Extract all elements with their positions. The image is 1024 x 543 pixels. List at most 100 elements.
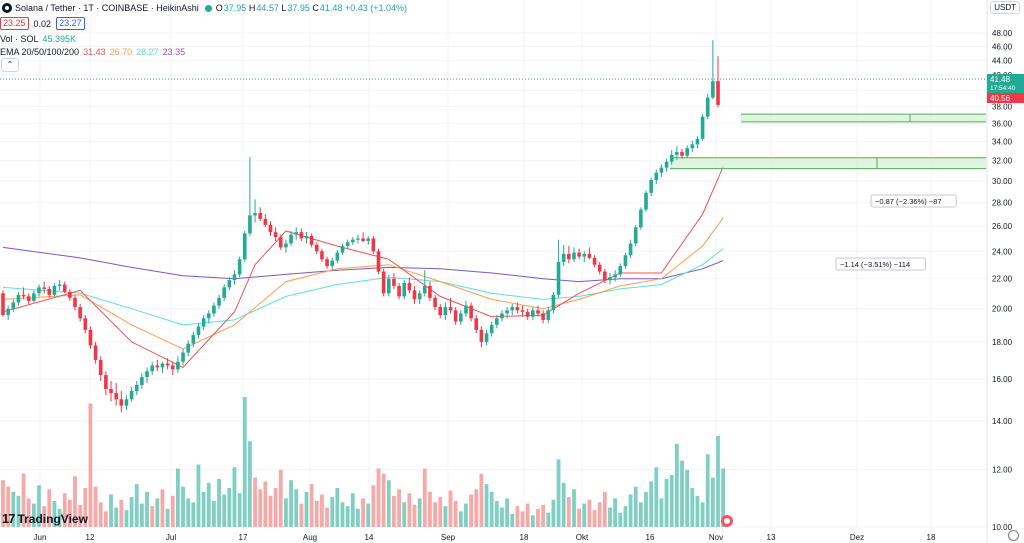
candle-body xyxy=(469,305,473,319)
candle-body xyxy=(11,302,16,309)
candle-body xyxy=(186,343,190,353)
volume-bar xyxy=(62,493,67,527)
volume-bar xyxy=(237,493,242,527)
candle-body xyxy=(669,154,674,162)
collapse-legend-button[interactable]: ⌃ xyxy=(1,58,19,72)
candle xyxy=(680,149,684,159)
settings-gear-icon[interactable] xyxy=(1008,530,1019,541)
candle-body xyxy=(489,324,494,334)
volume-bar xyxy=(361,498,365,527)
volume-bar xyxy=(520,511,525,527)
candle xyxy=(356,234,360,244)
candle xyxy=(68,288,72,301)
ema200-line xyxy=(2,246,724,283)
candle-body xyxy=(680,151,684,156)
candle-body xyxy=(26,296,31,301)
candle xyxy=(11,299,16,312)
volume-bar xyxy=(494,501,499,527)
candle xyxy=(459,310,463,325)
volume-bar xyxy=(376,468,381,527)
candle xyxy=(109,380,113,402)
y-tick-label: 12.00 xyxy=(992,466,1013,475)
volume-bar xyxy=(145,491,149,527)
candle xyxy=(659,164,664,177)
volume-bar xyxy=(16,495,21,527)
candle xyxy=(510,304,515,316)
candle-body xyxy=(525,311,530,317)
candle xyxy=(644,190,648,212)
volume-legend[interactable]: Vol · SOL 45.395K xyxy=(0,33,76,45)
candle xyxy=(289,230,293,247)
earnings-event-icon[interactable] xyxy=(721,515,733,527)
prev-price-text: 40.56 xyxy=(990,94,1011,103)
candle-body xyxy=(633,227,638,244)
candle xyxy=(294,227,299,240)
volume-bar xyxy=(1,480,5,527)
volume-bar xyxy=(330,497,335,527)
candle-body xyxy=(119,399,124,406)
candle-body xyxy=(479,329,484,342)
candle xyxy=(520,305,525,317)
volume-bar xyxy=(181,486,185,527)
currency-selector[interactable]: USDT xyxy=(990,1,1020,14)
candle xyxy=(227,277,232,291)
ema-legend[interactable]: EMA 20/50/100/200 31.43 26.70 28.27 23.3… xyxy=(0,46,185,58)
tradingview-logo[interactable]: 17 TradingView xyxy=(2,511,88,526)
candle xyxy=(134,380,139,396)
volume-bar xyxy=(350,493,355,527)
candle xyxy=(376,248,381,275)
symbol-title[interactable]: Solana / Tether · 1T · COINBASE · Heikin… xyxy=(15,3,199,13)
candle-body xyxy=(345,242,350,247)
candle xyxy=(165,358,170,370)
candle-body xyxy=(104,375,108,389)
x-tick-label: Jul xyxy=(166,533,176,542)
candle-body xyxy=(330,260,335,267)
candle-body xyxy=(248,215,252,234)
volume-bar xyxy=(541,504,546,527)
volume-bar xyxy=(638,502,643,527)
candle-body xyxy=(505,310,509,314)
volume-bar xyxy=(88,403,93,527)
candle-body xyxy=(366,238,371,241)
volume-bar xyxy=(109,494,113,527)
candle-body xyxy=(356,238,360,240)
candle xyxy=(469,302,473,322)
candle xyxy=(597,261,602,275)
volume-bar xyxy=(654,467,659,527)
candle xyxy=(186,340,190,357)
x-tick-label: 13 xyxy=(767,533,776,542)
candle xyxy=(253,199,257,223)
sell-button[interactable]: 23.25 xyxy=(0,17,29,30)
volume-bar xyxy=(309,484,314,527)
candle-body xyxy=(335,252,340,261)
candle xyxy=(556,239,561,298)
volume-bar xyxy=(83,488,88,527)
buy-button[interactable]: 23.27 xyxy=(56,17,85,30)
ema50-value: 26.70 xyxy=(109,47,133,57)
market-status-icon[interactable] xyxy=(204,4,212,12)
volume-bar xyxy=(721,468,726,527)
tradingview-logo-text: TradingView xyxy=(17,511,88,526)
candle-body xyxy=(165,363,170,366)
last-price-bg xyxy=(987,73,1024,93)
prev-price-label: 40.56 xyxy=(987,92,1024,103)
candle-body xyxy=(155,365,160,368)
volume-bar xyxy=(278,469,283,527)
candle xyxy=(340,243,345,256)
range-label: −0.87 (−2.36%) −87 xyxy=(870,194,957,208)
candle-body xyxy=(510,307,515,311)
ema20-line xyxy=(2,166,724,369)
candle xyxy=(587,247,592,260)
candle-body xyxy=(459,313,463,322)
range-label-box xyxy=(870,194,957,208)
candle xyxy=(73,294,77,311)
volume-bar xyxy=(258,489,263,527)
volume-bar xyxy=(674,443,679,527)
range-label-text: −0.87 (−2.36%) −87 xyxy=(875,197,942,206)
candle xyxy=(407,277,412,294)
volume-bar xyxy=(705,454,710,527)
volume-bar xyxy=(335,488,340,527)
candle xyxy=(567,246,571,264)
